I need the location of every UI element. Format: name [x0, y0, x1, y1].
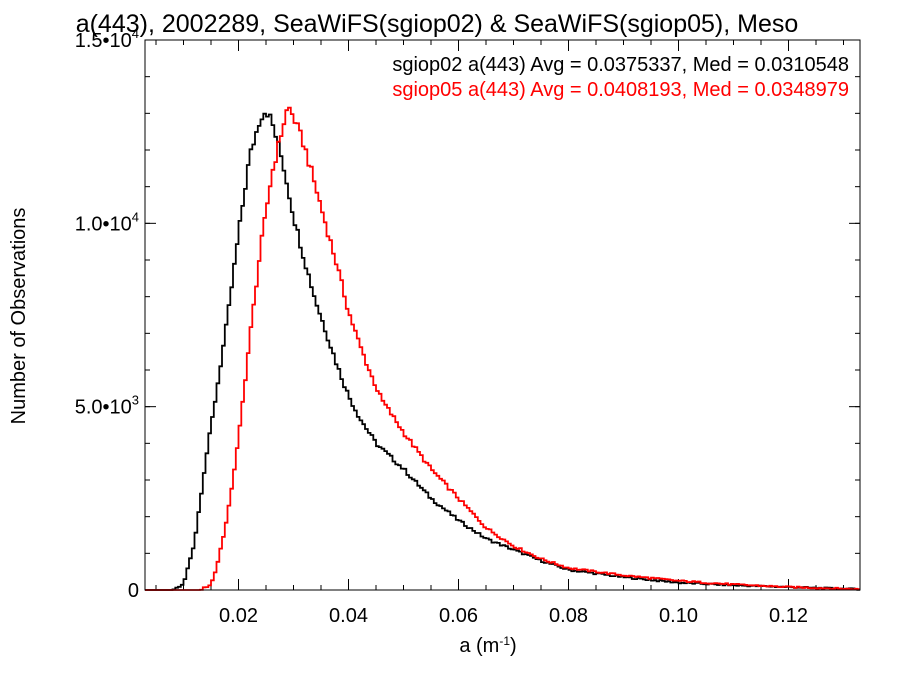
y-axis-label: Number of Observations	[8, 208, 30, 425]
series-lines	[145, 106, 860, 591]
plot-frame	[144, 39, 861, 591]
y-tick-label: 1.5•104	[75, 26, 139, 52]
x-tick-label: 0.12	[769, 605, 808, 627]
y-tick-label: 1.0•104	[75, 209, 139, 235]
x-tick-label: 0.06	[439, 605, 478, 627]
x-tick-label: 0.04	[329, 605, 368, 627]
x-axis-label-exponent: -1	[499, 634, 510, 648]
legend-entry-sgiop05: sgiop05 a(443) Avg = 0.0408193, Med = 0.…	[392, 79, 849, 101]
series-line-sgiop05	[145, 106, 860, 591]
chart-title: a(443), 2002289, SeaWiFS(sgiop02) & SeaW…	[76, 10, 799, 38]
y-tick-label: 0	[128, 580, 139, 602]
y-tick-label: 5.0•103	[75, 393, 139, 419]
series-line-sgiop02	[145, 112, 860, 591]
x-tick-label: 0.02	[219, 605, 258, 627]
x-tick-labels: 0.02 0.04 0.06 0.08 0.10 0.12	[219, 605, 808, 627]
y-tick-labels: 0 5.0•103 1.0•104 1.5•104	[75, 26, 139, 602]
x-tick-label: 0.08	[549, 605, 588, 627]
x-axis-label: a (m-1)	[459, 634, 516, 657]
legend-entry-sgiop02: sgiop02 a(443) Avg = 0.0375337, Med = 0.…	[392, 54, 849, 76]
x-tick-label: 0.10	[659, 605, 698, 627]
